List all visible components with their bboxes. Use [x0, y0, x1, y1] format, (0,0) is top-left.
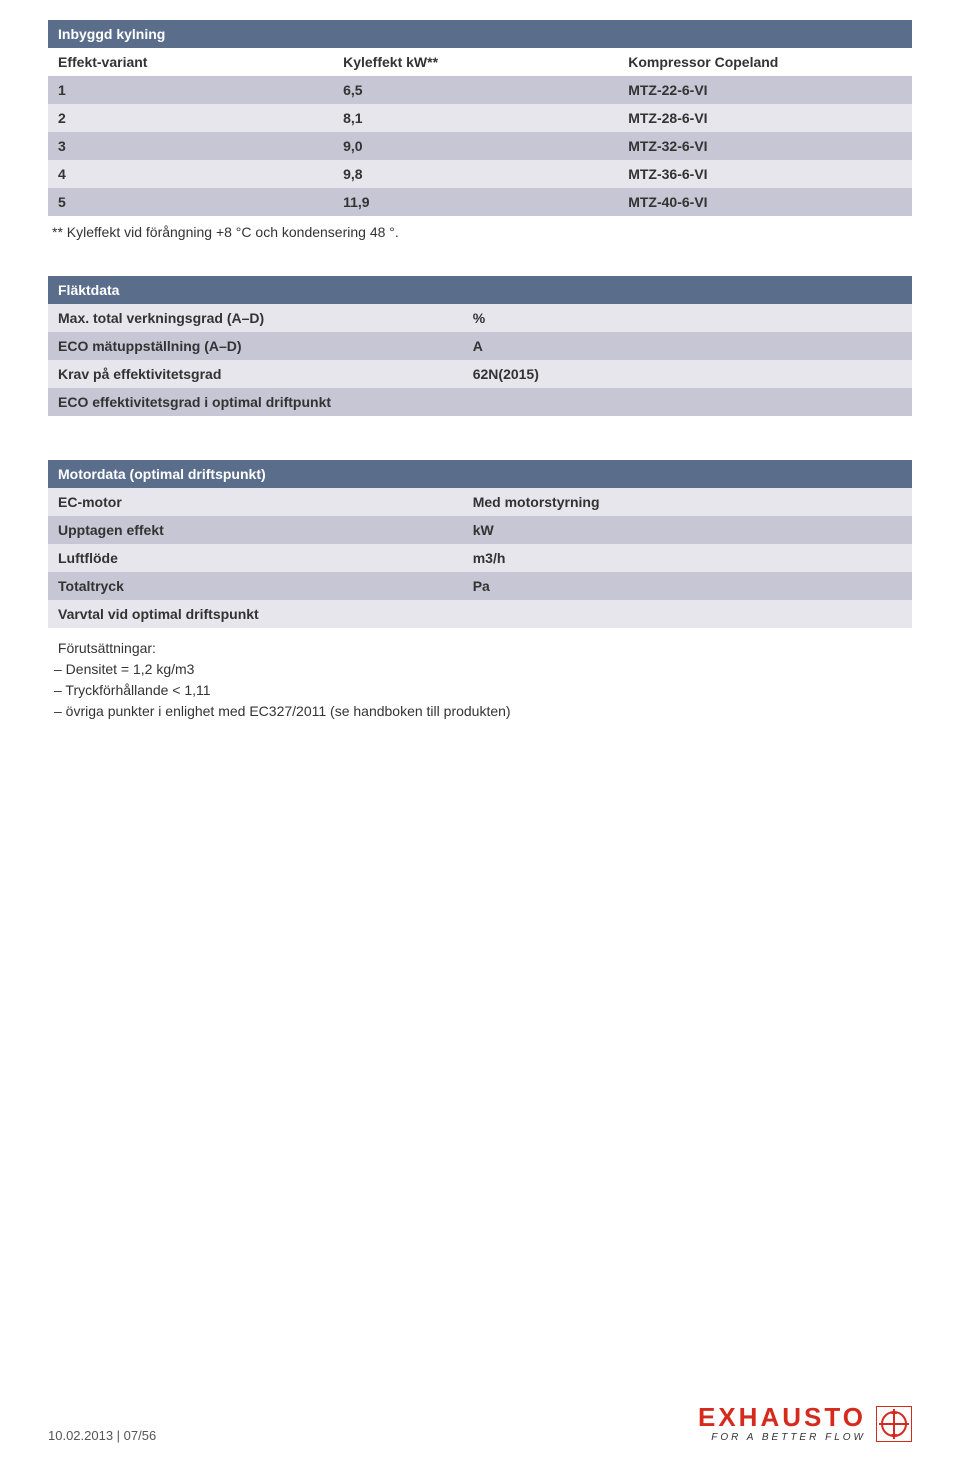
- cell-value: Med motorstyrning: [463, 488, 912, 516]
- cell-label: Krav på effektivitetsgrad: [48, 360, 463, 388]
- table-inbyggd-kylning: Inbyggd kylning Effekt-variant Kyleffekt…: [48, 20, 912, 216]
- cell: MTZ-28-6-VI: [618, 104, 912, 132]
- cell-label: Upptagen effekt: [48, 516, 463, 544]
- cell-label: Max. total verkningsgrad (A–D): [48, 304, 463, 332]
- table-row: 2 8,1 MTZ-28-6-VI: [48, 104, 912, 132]
- table1-col1-header: Effekt-variant: [48, 48, 333, 76]
- table1-col3-header: Kompressor Copeland: [618, 48, 912, 76]
- brand-logo-icon: [876, 1406, 912, 1442]
- cell: 6,5: [333, 76, 618, 104]
- cell: 11,9: [333, 188, 618, 216]
- footnote-line: – Tryckförhållande < 1,11: [54, 680, 912, 701]
- table-motordata: Motordata (optimal driftspunkt) EC-motor…: [48, 460, 912, 628]
- footnote-line: – Densitet = 1,2 kg/m3: [54, 659, 912, 680]
- cell: 9,0: [333, 132, 618, 160]
- cell: MTZ-32-6-VI: [618, 132, 912, 160]
- table2-empty-header: [463, 276, 912, 304]
- table-row: Luftflöde m3/h: [48, 544, 912, 572]
- table1-footnote: ** Kyleffekt vid förångning +8 °C och ko…: [48, 224, 912, 240]
- table-row: ECO mätuppställning (A–D) A: [48, 332, 912, 360]
- table-row: Totaltryck Pa: [48, 572, 912, 600]
- table-row: ECO effektivitetsgrad i optimal driftpun…: [48, 388, 912, 416]
- footnotes-block: Förutsättningar: – Densitet = 1,2 kg/m3 …: [48, 638, 912, 722]
- cell-label: EC-motor: [48, 488, 463, 516]
- brand-tagline: FOR A BETTER FLOW: [698, 1432, 866, 1443]
- table3-title: Motordata (optimal driftspunkt): [48, 460, 912, 488]
- cell: 5: [48, 188, 333, 216]
- footer-page-info: 10.02.2013 | 07/56: [48, 1428, 156, 1443]
- brand-name: EXHAUSTO: [698, 1404, 866, 1430]
- table-row: 4 9,8 MTZ-36-6-VI: [48, 160, 912, 188]
- table-row: Upptagen effekt kW: [48, 516, 912, 544]
- cell-label: Totaltryck: [48, 572, 463, 600]
- table-row: Varvtal vid optimal driftspunkt: [48, 600, 912, 628]
- table1-col2-header: Kyleffekt kW**: [333, 48, 618, 76]
- cell-label: Luftflöde: [48, 544, 463, 572]
- cell-label: ECO effektivitetsgrad i optimal driftpun…: [48, 388, 463, 416]
- table-row: 1 6,5 MTZ-22-6-VI: [48, 76, 912, 104]
- cell: MTZ-22-6-VI: [618, 76, 912, 104]
- cell: MTZ-40-6-VI: [618, 188, 912, 216]
- table1-title: Inbyggd kylning: [48, 20, 912, 48]
- cell: 4: [48, 160, 333, 188]
- cell: 3: [48, 132, 333, 160]
- table-row: Krav på effektivitetsgrad 62N(2015): [48, 360, 912, 388]
- cell-value: A: [463, 332, 912, 360]
- cell-value: [463, 388, 912, 416]
- cell: 8,1: [333, 104, 618, 132]
- cell-value: [463, 600, 912, 628]
- cell-value: m3/h: [463, 544, 912, 572]
- table-row: EC-motor Med motorstyrning: [48, 488, 912, 516]
- cell-value: 62N(2015): [463, 360, 912, 388]
- cell-value: Pa: [463, 572, 912, 600]
- table2-title: Fläktdata: [48, 276, 463, 304]
- cell-value: %: [463, 304, 912, 332]
- table-row: 5 11,9 MTZ-40-6-VI: [48, 188, 912, 216]
- cell-label: Varvtal vid optimal driftspunkt: [48, 600, 463, 628]
- cell: MTZ-36-6-VI: [618, 160, 912, 188]
- footnote-line: – övriga punkter i enlighet med EC327/20…: [54, 701, 912, 722]
- table-row: Max. total verkningsgrad (A–D) %: [48, 304, 912, 332]
- cell: 9,8: [333, 160, 618, 188]
- cell: 2: [48, 104, 333, 132]
- cell: 1: [48, 76, 333, 104]
- footer-brand: EXHAUSTO FOR A BETTER FLOW: [698, 1404, 912, 1443]
- footnote-heading: Förutsättningar:: [54, 638, 912, 659]
- table-flaktdata: Fläktdata Max. total verkningsgrad (A–D)…: [48, 276, 912, 416]
- cell-value: kW: [463, 516, 912, 544]
- cell-label: ECO mätuppställning (A–D): [48, 332, 463, 360]
- table-row: 3 9,0 MTZ-32-6-VI: [48, 132, 912, 160]
- page-footer: 10.02.2013 | 07/56 EXHAUSTO FOR A BETTER…: [0, 1404, 960, 1443]
